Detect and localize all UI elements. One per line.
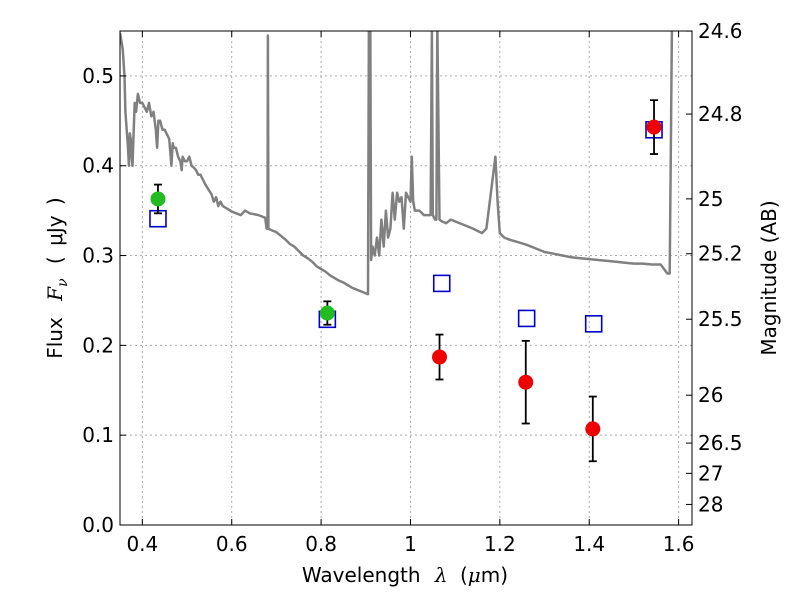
y-tick-label: 0.4 — [82, 154, 114, 178]
y2-tick-label: 26.5 — [698, 431, 743, 455]
model-magnitude-square — [432, 274, 451, 293]
y-tick-label: 0.3 — [82, 244, 114, 268]
x-tick-label: 1.4 — [573, 532, 605, 556]
y2-tick-label: 28 — [698, 492, 723, 516]
data-points-layer — [149, 99, 663, 463]
x-tick-label: 0.8 — [305, 532, 337, 556]
x-axis-title-unit-mu: μ — [468, 563, 481, 587]
x-tick-label: 0.4 — [126, 532, 158, 556]
red-data-point — [585, 421, 601, 437]
model-magnitude-square — [517, 309, 536, 328]
y-tick-label: 0.0 — [82, 513, 114, 537]
y2-tick-label: 24.8 — [698, 102, 743, 126]
y-tick-label: 0.5 — [82, 64, 114, 88]
y-axis-title-unit: μJy — [43, 215, 67, 246]
y2-tick-label: 26 — [698, 383, 723, 407]
y2-tick-label: 25.5 — [698, 307, 743, 331]
red-data-point — [518, 374, 534, 390]
x-axis-title-symbol: λ — [434, 563, 448, 587]
y-axis-title: Flux Fν ( μJy ) — [43, 197, 72, 359]
x-axis-title-unit-rest: m) — [481, 563, 508, 587]
grid-lines — [120, 31, 692, 526]
y-axis-title-paren-open: ( — [43, 256, 67, 264]
axis-ticks: 0.4 0.6 0.8 1 1.2 1.4 1.6 0.0 0.1 0.2 0.3 0.4 0.5 24.… — [82, 19, 742, 556]
model-spectrum-line — [120, 31, 674, 296]
x-axis-title-prefix: Wavelength — [302, 563, 421, 587]
x-tick-label: 0.6 — [216, 532, 248, 556]
y2-tick-label: 25 — [698, 187, 723, 211]
red-data-point — [646, 119, 662, 135]
y-tick-label: 0.2 — [82, 333, 114, 357]
model-magnitude-square — [584, 315, 603, 333]
y-tick-label: 0.1 — [82, 423, 114, 447]
y-axis-title-paren-close: ) — [43, 197, 67, 205]
model-spectrum-layer — [120, 31, 674, 296]
x-axis-title-unit-open: ( — [460, 563, 468, 587]
y2-tick-label: 25.2 — [698, 242, 743, 266]
y-axis-title-subscript: ν — [55, 278, 71, 287]
y2-tick-label: 24.6 — [698, 19, 743, 43]
plot-frame — [119, 30, 693, 526]
green-data-point — [150, 191, 166, 207]
x-tick-label: 1 — [404, 532, 417, 556]
y-axis-title-prefix: Flux — [43, 317, 67, 359]
red-data-point — [432, 349, 448, 365]
x-tick-label: 1.2 — [484, 532, 516, 556]
y2-axis-title: Magnitude (AB) — [757, 200, 781, 355]
x-tick-label: 1.6 — [663, 532, 695, 556]
green-data-point — [319, 305, 335, 321]
x-axis-title: Wavelength λ (μm) — [302, 563, 508, 587]
y-axis-title-symbol: F — [43, 286, 67, 302]
y2-tick-label: 27 — [698, 461, 723, 485]
